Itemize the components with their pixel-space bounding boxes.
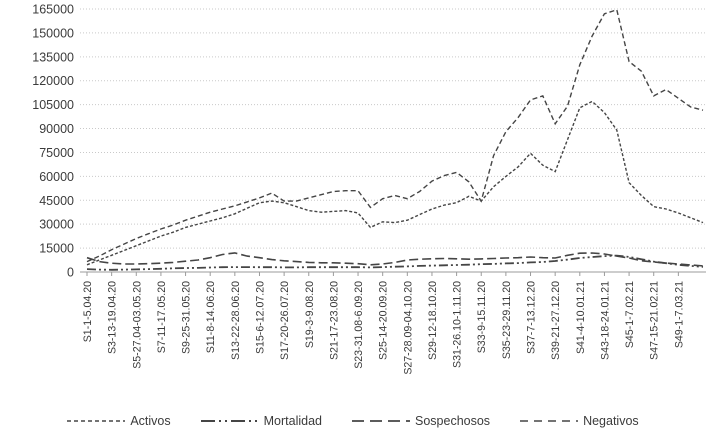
- legend-line-sample: [520, 420, 579, 422]
- series-line-activos: [86, 100, 704, 266]
- y-axis-tick-label: 0: [67, 266, 74, 280]
- legend-label: Sospechosos: [415, 414, 491, 428]
- x-axis-tick-label: S1-1-5.04.20: [82, 281, 94, 342]
- x-axis-tick-label: S47-15-21.02.21: [649, 281, 661, 360]
- x-axis-tick-label: S21-17-23.08.20: [328, 281, 340, 360]
- x-axis-tick-label: S43-18-24.01.21: [599, 281, 611, 360]
- legend: Activos Mortalidad Sospechosos Negativos: [0, 408, 706, 434]
- legend-line-sample: [67, 420, 126, 422]
- x-axis-tick-label: S45-1-7.02.21: [624, 281, 636, 348]
- series-line-sospechosos: [86, 252, 704, 267]
- x-axis-tick-label: S31-26.10-1.11.20: [452, 281, 464, 368]
- x-axis-tick-label: S41-4-10.01.21: [575, 281, 587, 354]
- legend-item-mortalidad: Mortalidad: [200, 414, 322, 428]
- x-axis-tick-label: S5-27.04-03.05.20: [131, 281, 143, 369]
- x-axis-tick-label: S37-7-13.12.20: [526, 281, 538, 354]
- x-axis-tick-label: S17-20-26.07.20: [279, 281, 291, 360]
- y-axis-tick-label: 120000: [32, 74, 74, 88]
- y-axis-tick-label: 15000: [39, 242, 74, 256]
- x-axis-tick-label: S39-21-27.12.20: [550, 281, 562, 360]
- x-axis-tick-label: S35-23-29.11.20: [501, 281, 513, 359]
- x-axis-tick-label: S11-8-14.06.20: [205, 281, 217, 353]
- x-axis-tick-label: S19-3-9.08.20: [304, 281, 316, 348]
- x-axis-tick-label: S27-28.09-04.10.20: [402, 281, 414, 375]
- legend-label: Activos: [130, 414, 171, 428]
- y-axis-tick-label: 135000: [32, 50, 74, 64]
- legend-label: Mortalidad: [263, 414, 322, 428]
- x-axis-tick-label: S25-14-20.09.20: [378, 281, 390, 360]
- y-axis-tick-label: 150000: [32, 26, 74, 40]
- x-axis-tick-label: S23-31.08-6.09.20: [353, 281, 365, 369]
- legend-item-negativos: Negativos: [520, 414, 639, 428]
- y-axis-tick-label: 75000: [39, 146, 74, 160]
- legend-line-sample: [200, 420, 259, 422]
- y-axis-tick-label: 90000: [39, 122, 74, 136]
- x-axis-tick-label: S49-1-7.03.21: [673, 281, 685, 348]
- y-axis-tick-label: 105000: [32, 98, 74, 112]
- legend-label: Negativos: [583, 414, 639, 428]
- y-axis-tick-label: 60000: [39, 170, 74, 184]
- legend-line-sample: [352, 420, 410, 422]
- x-axis-tick-label: S3-13-19.04.20: [107, 281, 119, 354]
- y-axis-tick-label: 45000: [39, 194, 74, 208]
- legend-item-sospechosos: Sospechosos: [352, 414, 490, 428]
- x-axis-tick-label: S13-22-28.06.20: [230, 281, 242, 360]
- y-axis-tick-label: 165000: [32, 3, 74, 17]
- x-axis-tick-label: S9-25-31.05.20: [181, 281, 193, 354]
- x-axis-tick-label: S15-6-12.07.20: [254, 281, 266, 354]
- x-axis-tick-label: S7-11-17.05.20: [156, 281, 168, 353]
- series-line-negativos: [86, 8, 704, 263]
- x-axis-tick-label: S29-12-18.10.20: [427, 281, 439, 360]
- series-line-mortalidad: [86, 254, 704, 271]
- legend-item-activos: Activos: [67, 414, 171, 428]
- x-axis-tick-label: S33-9-15.11.20: [476, 281, 488, 353]
- y-axis-tick-label: 30000: [39, 218, 74, 232]
